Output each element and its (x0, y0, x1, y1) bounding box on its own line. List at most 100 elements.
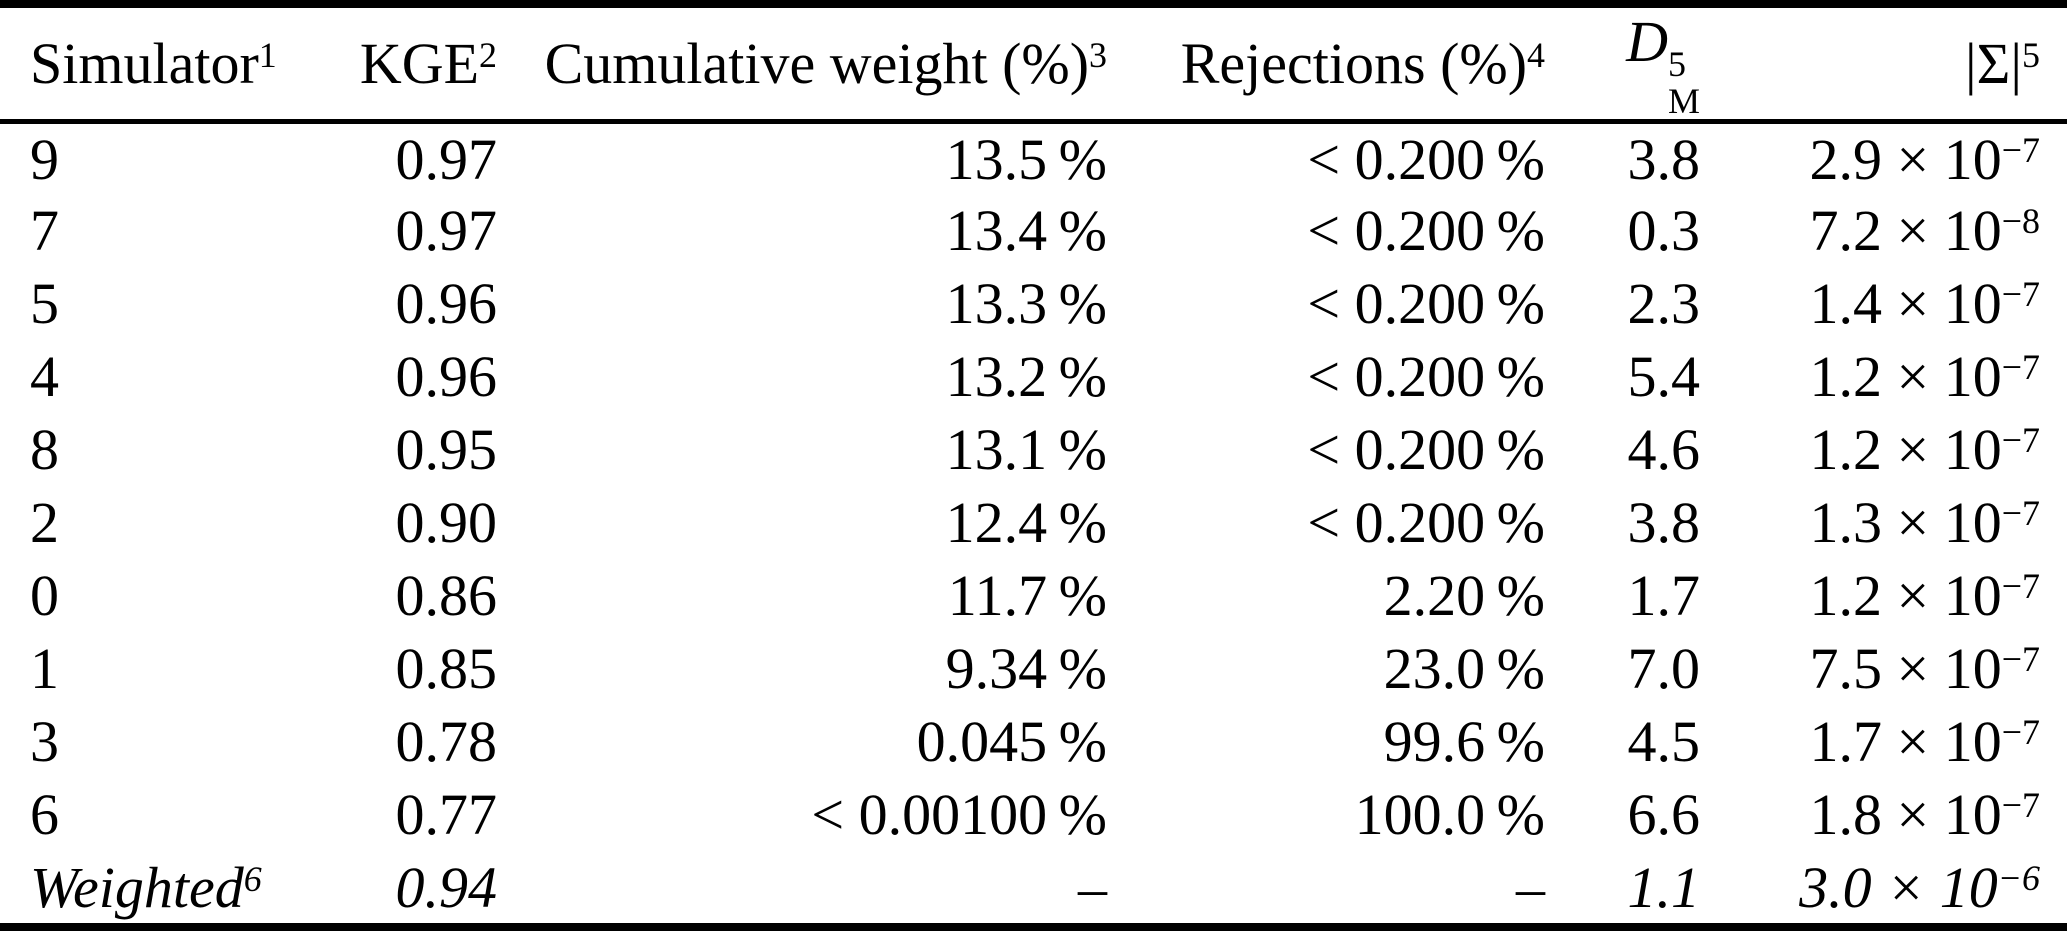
rejections-cell: < 0.200 % (1307, 344, 1545, 410)
dm-cell: 2.3 (1627, 271, 1701, 337)
footnote-marker-5b: 5 (2022, 35, 2040, 76)
cumulative-weight-cell: 13.4 % (945, 198, 1107, 264)
simulator-cell: 0 (0, 560, 350, 633)
sigma-exponent: −7 (2001, 274, 2040, 315)
sigma-cell: 1.4 × 10−7 (1700, 268, 2067, 341)
rejections-cell: < 0.200 % (1307, 198, 1545, 264)
col-header-cumulative-weight: Cumulative weight (%)3 (497, 8, 1107, 125)
cumulative-weight-cell: 13.1 % (945, 417, 1107, 483)
sigma-exponent: −7 (2001, 420, 2040, 461)
dm-cell: 0.3 (1627, 198, 1701, 264)
table-row: 3 0.78 0.045 % 99.6 % 4.5 1.7 × 10−7 (0, 706, 2067, 779)
dm-cell: 6.6 (1627, 782, 1701, 848)
col-header-kge-label: KGE (359, 31, 480, 97)
simulator-id: 9 (30, 126, 59, 192)
simulator-cell: Weighted6 (0, 852, 350, 923)
kge-cell: 0.78 (395, 709, 498, 775)
footnote-marker-5: 5 (1668, 44, 1687, 85)
header-row: Simulator1 KGE2 Cumulative weight (%)3 R… (0, 8, 2067, 125)
kge-cell: 0.97 (395, 126, 498, 192)
kge-cell: 0.94 (395, 855, 498, 921)
dm-cell: 3.8 (1627, 490, 1701, 556)
col-header-rejections-label: Rejections (%) (1180, 31, 1528, 97)
table-row: 4 0.96 13.2 % < 0.200 % 5.4 1.2 × 10−7 (0, 341, 2067, 414)
col-header-cumulative-weight-label: Cumulative weight (%) (544, 31, 1090, 97)
dm-symbol: D (1626, 9, 1669, 74)
sigma-mantissa: 1.8 × 10 (1809, 782, 2002, 848)
simulator-id: 7 (30, 198, 59, 264)
sigma-cell: 7.5 × 10−7 (1700, 633, 2067, 706)
table-row: 9 0.97 13.5 % < 0.200 % 3.8 2.9 × 10−7 (0, 122, 2067, 195)
table-row: 7 0.97 13.4 % < 0.200 % 0.3 7.2 × 10−8 (0, 195, 2067, 268)
cumulative-weight-cell: 13.2 % (945, 344, 1107, 410)
simulator-id: 2 (30, 490, 59, 556)
rejections-cell: 99.6 % (1383, 709, 1545, 775)
simulator-id: 6 (30, 782, 59, 848)
rejections-cell: < 0.200 % (1307, 417, 1545, 483)
footnote-marker-4: 4 (1527, 35, 1545, 76)
sigma-exponent: −7 (2001, 493, 2040, 534)
footnote-marker-6: 6 (243, 859, 262, 900)
weighted-summary-row: Weighted6 0.94 – – 1.1 3.0 × 10−6 (0, 852, 2067, 923)
dm-cell: 5.4 (1627, 344, 1701, 410)
col-header-sigma: |Σ|5 (1700, 8, 2067, 125)
sigma-cell: 2.9 × 10−7 (1700, 122, 2067, 195)
simulator-results-table: Simulator1 KGE2 Cumulative weight (%)3 R… (0, 8, 2067, 923)
simulator-cell: 3 (0, 706, 350, 779)
kge-cell: 0.77 (395, 782, 498, 848)
col-header-simulator: Simulator1 (0, 8, 350, 125)
kge-cell: 0.90 (395, 490, 498, 556)
sigma-cell: 1.2 × 10−7 (1700, 560, 2067, 633)
sigma-cell: 1.2 × 10−7 (1700, 414, 2067, 487)
sigma-exponent: −7 (2001, 712, 2040, 753)
sigma-mantissa: 3.0 × 10 (1799, 855, 1998, 921)
cumulative-weight-cell: < 0.00100 % (811, 782, 1107, 848)
simulator-cell: 7 (0, 195, 350, 268)
sigma-cell: 7.2 × 10−8 (1700, 195, 2067, 268)
simulator-cell: 8 (0, 414, 350, 487)
col-header-kge: KGE2 (350, 8, 497, 125)
sigma-cell: 1.3 × 10−7 (1700, 487, 2067, 560)
cumulative-weight-cell: 0.045 % (916, 709, 1107, 775)
sigma-cell: 1.7 × 10−7 (1700, 706, 2067, 779)
dm-cell: 7.0 (1627, 636, 1701, 702)
sigma-cell: 1.8 × 10−7 (1700, 779, 2067, 852)
sigma-cell: 1.2 × 10−7 (1700, 341, 2067, 414)
dm-cell: 4.6 (1627, 417, 1701, 483)
footnote-marker-2: 2 (479, 35, 497, 76)
sigma-mantissa: 7.2 × 10 (1809, 198, 2002, 264)
sigma-mantissa: 1.2 × 10 (1809, 344, 2002, 410)
cumulative-weight-cell: 9.34 % (945, 636, 1107, 702)
dm-subscript: M (1668, 80, 1700, 121)
weighted-label: Weighted (30, 855, 244, 921)
cumulative-weight-cell: 13.5 % (945, 126, 1107, 192)
simulator-id: 0 (30, 563, 59, 629)
dm-cell: 4.5 (1627, 709, 1701, 775)
sigma-exponent: −7 (2001, 566, 2040, 607)
sigma-mantissa: 7.5 × 10 (1809, 636, 2002, 702)
sigma-exponent: −7 (2001, 129, 2040, 170)
dm-cell: 1.1 (1627, 855, 1701, 921)
simulator-cell: 9 (0, 122, 350, 195)
rejections-cell: 23.0 % (1383, 636, 1545, 702)
kge-cell: 0.96 (395, 344, 498, 410)
simulator-cell: 4 (0, 341, 350, 414)
kge-cell: 0.86 (395, 563, 498, 629)
sigma-cell: 3.0 × 10−6 (1700, 852, 2067, 923)
kge-cell: 0.95 (395, 417, 498, 483)
sigma-mantissa: 1.2 × 10 (1809, 563, 2002, 629)
cumulative-weight-cell: 12.4 % (945, 490, 1107, 556)
table-row: 6 0.77 < 0.00100 % 100.0 % 6.6 1.8 × 10−… (0, 779, 2067, 852)
cumulative-weight-cell: 11.7 % (947, 563, 1107, 629)
footnote-marker-1: 1 (258, 35, 277, 76)
cumulative-weight-cell: – (1078, 855, 1107, 921)
rejections-cell: < 0.200 % (1307, 490, 1545, 556)
footnote-marker-3: 3 (1089, 35, 1107, 76)
simulator-id: 8 (30, 417, 59, 483)
kge-cell: 0.97 (395, 198, 498, 264)
sigma-mantissa: 1.3 × 10 (1809, 490, 2002, 556)
sigma-exponent: −6 (1997, 858, 2040, 899)
